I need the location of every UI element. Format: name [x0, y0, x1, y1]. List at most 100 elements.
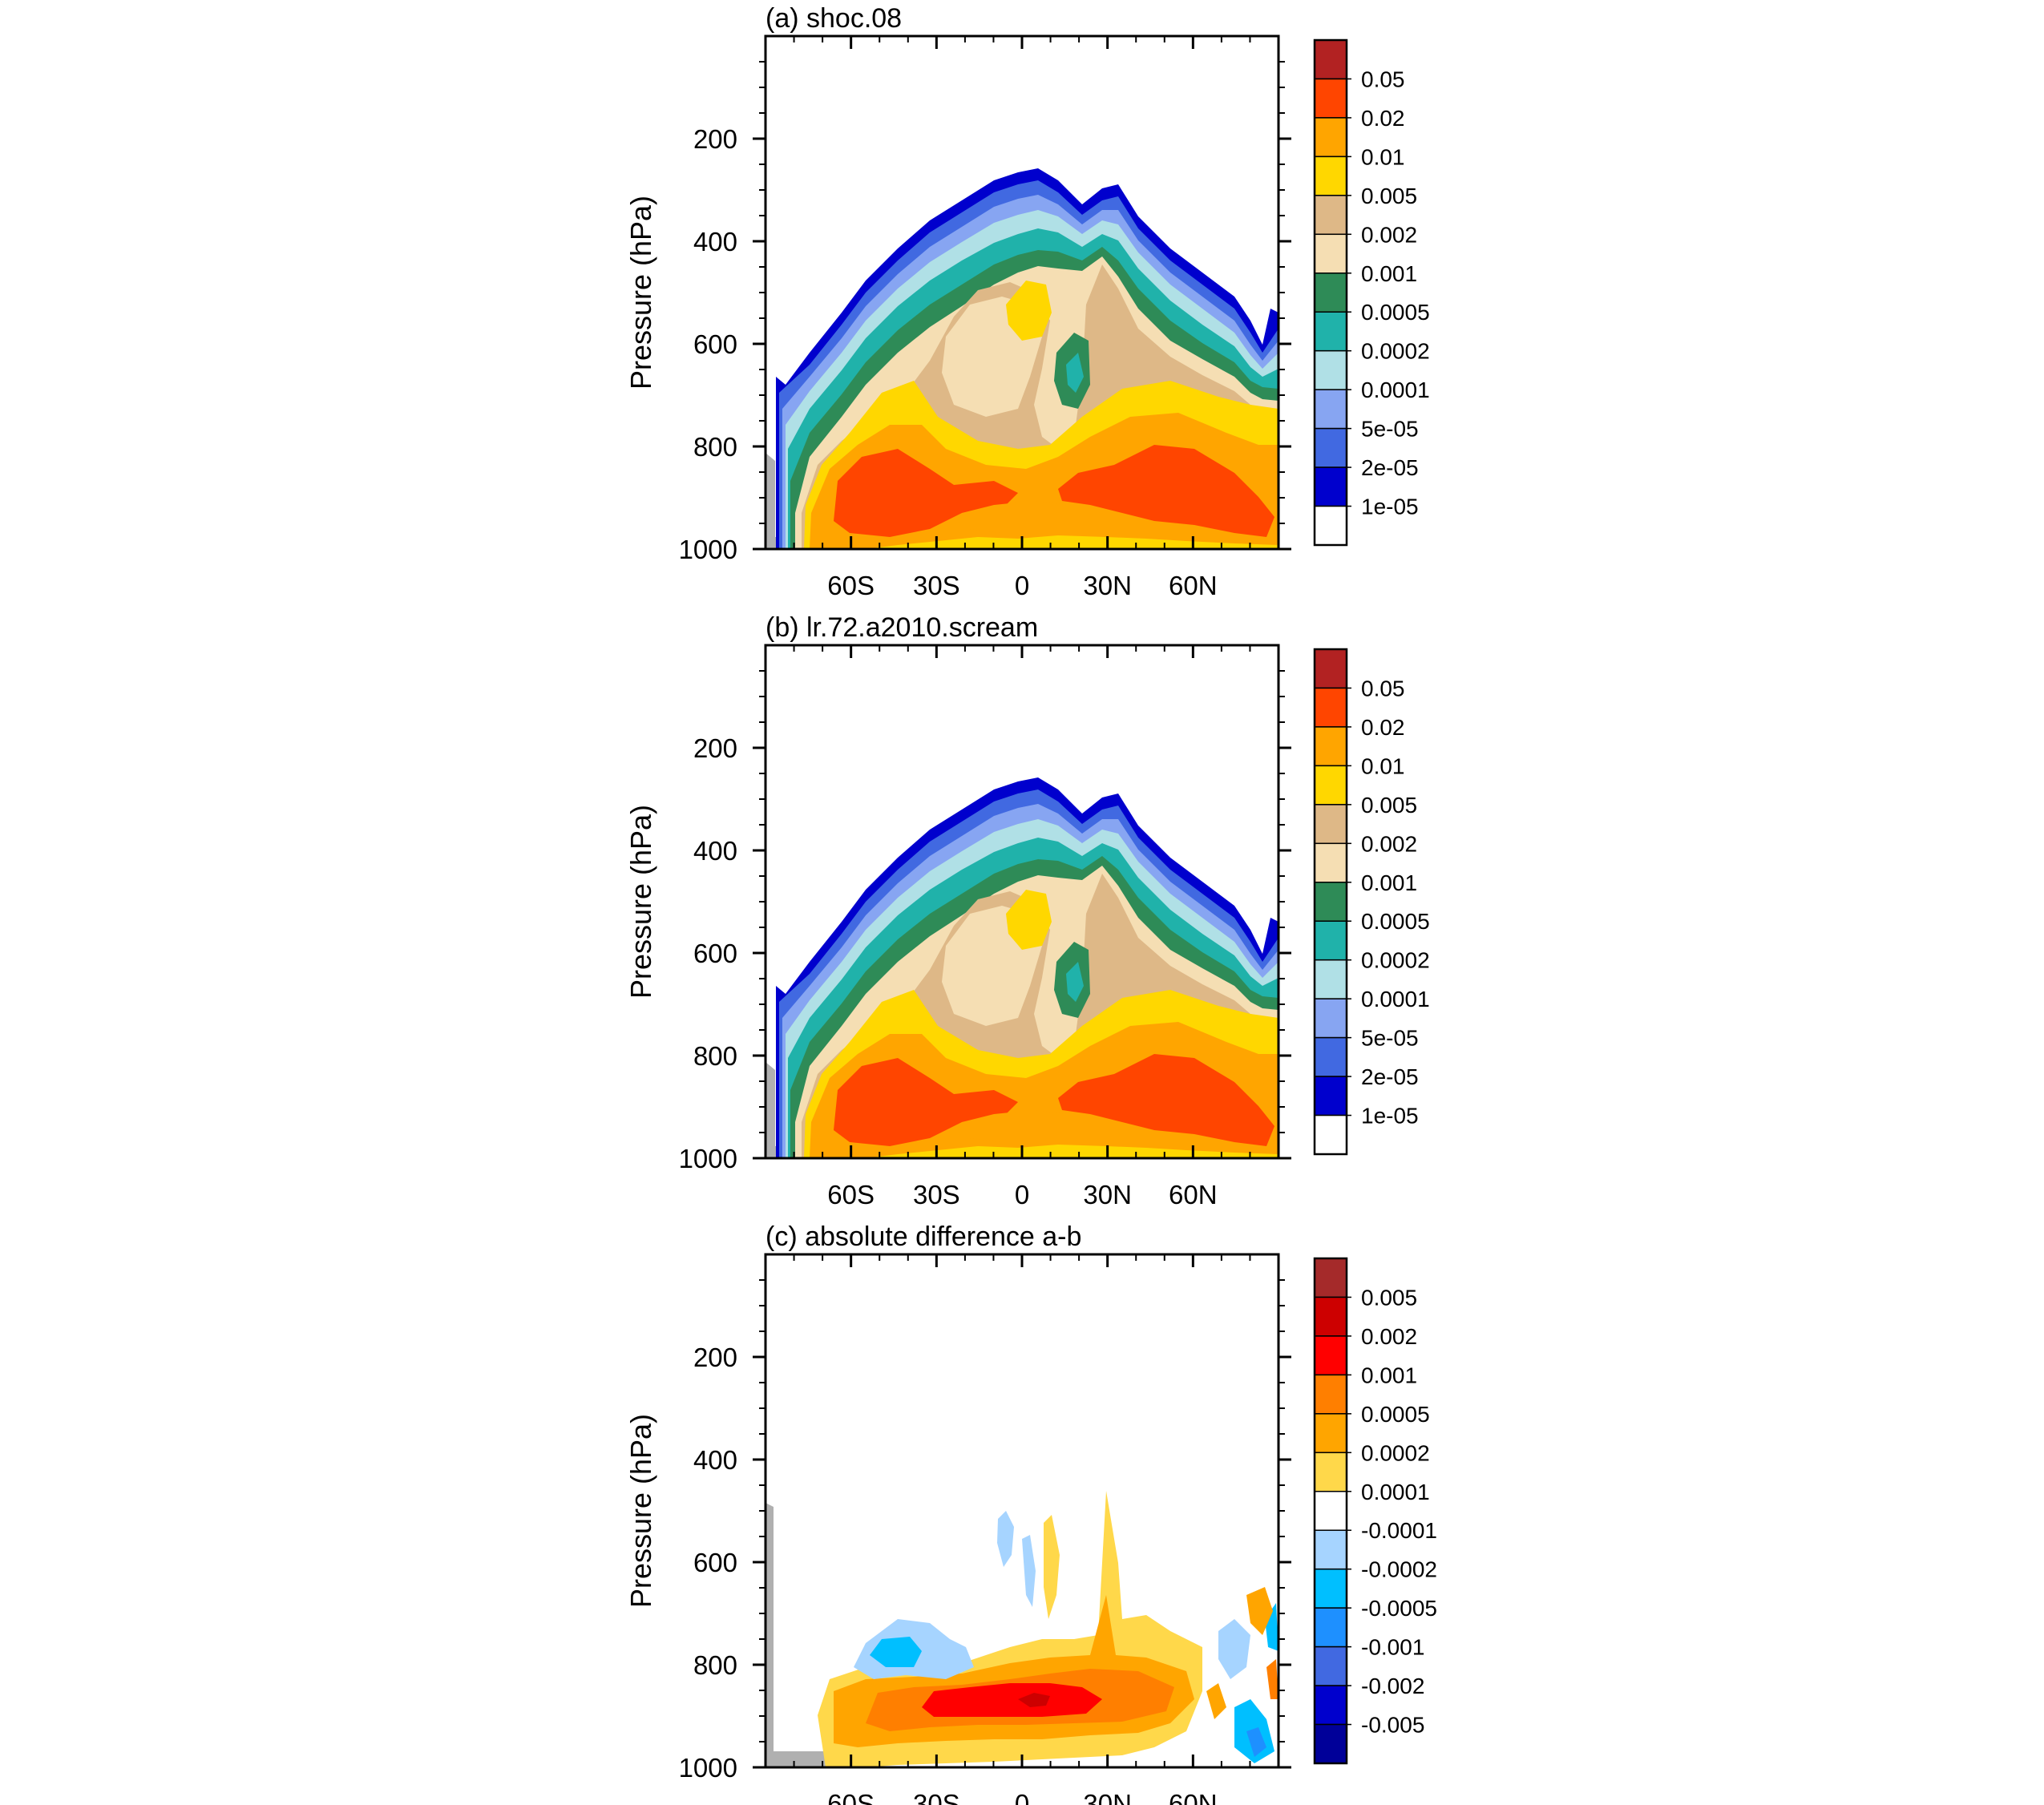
panel-c-positive-north-1 [1246, 1587, 1273, 1635]
colorbar-label: 0.002 [1361, 1324, 1417, 1349]
colorbar-label: 0.05 [1361, 67, 1405, 91]
colorbar-swatch [1314, 765, 1347, 806]
panel-b: (b) lr.72.a2010.scream Pressure (hPa) [624, 612, 1430, 1209]
colorbar-swatch [1314, 882, 1347, 922]
colorbar-label: 0.001 [1361, 1363, 1417, 1387]
colorbar-label: -0.0002 [1361, 1557, 1437, 1582]
colorbar-swatch [1314, 233, 1347, 274]
colorbar-label: 0.05 [1361, 676, 1405, 701]
colorbar-label: 0.0005 [1361, 300, 1430, 325]
y-tick-label: 800 [693, 1041, 737, 1071]
colorbar-label: 0.01 [1361, 753, 1405, 778]
colorbar-swatch [1314, 349, 1347, 390]
colorbar-swatch [1314, 195, 1347, 236]
colorbar-label: -0.005 [1361, 1713, 1424, 1738]
x-tick-label: 60S [827, 1180, 875, 1209]
colorbar-swatch [1314, 1529, 1347, 1570]
panel-c-positive-north-2 [1266, 1659, 1279, 1699]
panel-b-core-0.0002-15N [1066, 962, 1084, 1002]
x-tick-label: 30N [1083, 571, 1132, 600]
colorbar-label: 1e-05 [1361, 1104, 1419, 1129]
colorbar-label: 1e-05 [1361, 495, 1419, 519]
panel-c-plot-area [764, 1253, 1280, 1769]
colorbar-label: 0.0002 [1361, 1440, 1430, 1465]
colorbar-label: -0.001 [1361, 1635, 1424, 1660]
y-tick-label: 600 [693, 329, 737, 359]
x-tick-label: 60S [827, 1789, 875, 1805]
panel-b-title: (b) lr.72.a2010.scream [765, 612, 1038, 643]
panel-c-positive-0.001 [922, 1683, 1102, 1717]
y-tick-label: 1000 [679, 1753, 737, 1783]
x-tick-label: 60N [1169, 571, 1218, 600]
colorbar-swatch [1314, 1258, 1347, 1298]
panel-b-contour-0.02-south [834, 1058, 1018, 1146]
x-tick-label: 60N [1169, 1180, 1218, 1209]
x-tick-label: 30N [1083, 1789, 1132, 1805]
colorbar-label: -0.0001 [1361, 1518, 1437, 1543]
panel-a: (a) shoc.08 Pressure (hPa [624, 3, 1430, 600]
panel-c-title: (c) absolute difference a-b [765, 1222, 1081, 1252]
x-tick-label: 30S [913, 1789, 960, 1805]
colorbar-swatch [1314, 648, 1347, 689]
colorbar-frame [1313, 1257, 1348, 1765]
panel-b-y-ticks: 200 400 600 800 1000 [679, 670, 1291, 1173]
x-tick-label: 60S [827, 571, 875, 600]
panel-c-y-ticks: 200 400 600 800 1000 [679, 1279, 1291, 1783]
y-tick-label: 200 [693, 1343, 737, 1372]
colorbar-swatch [1314, 1036, 1347, 1077]
panel-c-negative-tropics-1 [997, 1511, 1014, 1567]
panel-a-colorbar: 0.05 0.02 0.01 0.005 0.002 0.001 0.0005 0.0002 0… [1313, 38, 1430, 547]
colorbar-swatch [1314, 1607, 1347, 1648]
colorbar-label: 0.01 [1361, 144, 1405, 169]
colorbar-swatch [1314, 804, 1347, 845]
colorbar-swatch [1314, 1685, 1347, 1726]
colorbar-label: 0.0002 [1361, 948, 1430, 973]
x-tick-label: 0 [1015, 1180, 1029, 1209]
colorbar-label: 0.002 [1361, 831, 1417, 856]
panel-a-plot-area [764, 34, 1280, 551]
panel-b-contour-0.02-north [1058, 1054, 1274, 1146]
colorbar-swatch [1314, 273, 1347, 313]
colorbar-label: 0.0001 [1361, 378, 1430, 402]
colorbar-swatch [1314, 1374, 1347, 1415]
colorbar-label: 2e-05 [1361, 455, 1419, 480]
x-tick-label: 30N [1083, 1180, 1132, 1209]
y-tick-label: 1000 [679, 535, 737, 564]
colorbar-swatch [1314, 1568, 1347, 1609]
colorbar-swatch [1314, 389, 1347, 430]
panel-b-y-axis-label: Pressure (hPa) [624, 805, 657, 999]
panel-b-surface-yellow [866, 1145, 1279, 1158]
y-tick-label: 600 [693, 939, 737, 968]
colorbar-label: -0.0005 [1361, 1596, 1437, 1621]
colorbar-label: 0.001 [1361, 261, 1417, 286]
x-tick-label: 60N [1169, 1789, 1218, 1805]
colorbar-label: -0.002 [1361, 1674, 1424, 1698]
colorbar-swatch [1314, 920, 1347, 961]
colorbar-swatch [1314, 466, 1347, 507]
colorbar-swatch [1314, 1114, 1347, 1155]
y-tick-label: 400 [693, 836, 737, 866]
colorbar-frame [1313, 38, 1348, 547]
panel-c-negative-north-1 [1218, 1619, 1250, 1679]
panel-c-negative-tropics-2 [1022, 1535, 1036, 1607]
panel-b-x-ticks: 60S 30S 0 30N 60N [793, 645, 1251, 1209]
y-tick-label: 1000 [679, 1144, 737, 1173]
colorbar-label: 2e-05 [1361, 1064, 1419, 1089]
panel-c-positive-0.002 [1018, 1693, 1050, 1707]
colorbar-label: 0.005 [1361, 184, 1417, 208]
panel-a-title: (a) shoc.08 [765, 3, 902, 34]
colorbar-swatch [1314, 1491, 1347, 1531]
panel-b-colorbar: 0.05 0.02 0.01 0.005 0.002 0.001 0.0005 0.0002 0… [1313, 648, 1430, 1156]
x-tick-label: 0 [1015, 571, 1029, 600]
panel-c-negative-north-3 [1246, 1727, 1266, 1757]
panel-c-colorbar: 0.005 0.002 0.001 0.0005 0.0002 0.0001 -0.0001… [1313, 1257, 1437, 1765]
colorbar-label: 5e-05 [1361, 1026, 1419, 1051]
panel-a-y-axis-label: Pressure (hPa) [624, 196, 657, 390]
y-tick-label: 800 [693, 432, 737, 462]
colorbar-swatch [1314, 1452, 1347, 1492]
colorbar-label: 0.0002 [1361, 339, 1430, 364]
panel-b-core-0.005-tropics [1006, 890, 1052, 950]
colorbar-swatch [1314, 998, 1347, 1039]
colorbar-label: 0.0001 [1361, 1480, 1430, 1504]
panel-a-contour-0.02-north [1058, 445, 1274, 537]
